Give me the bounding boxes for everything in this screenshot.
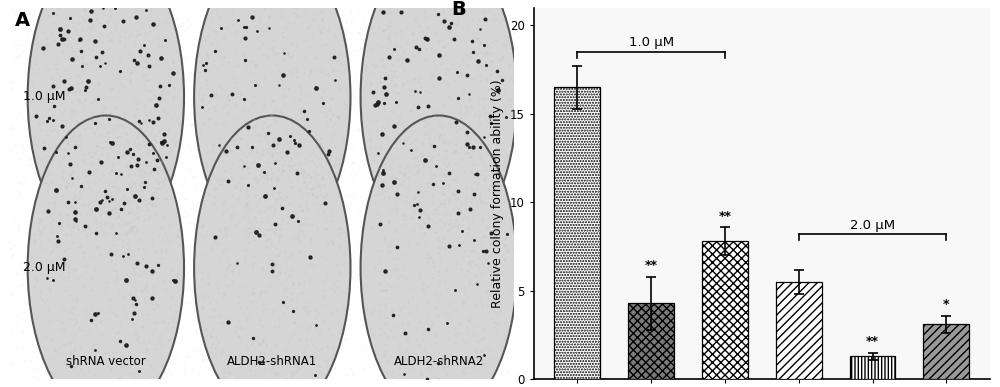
Y-axis label: Relative colony formation ability (%): Relative colony formation ability (%) [491,79,504,308]
Bar [702,241,748,379]
Bar [923,324,969,379]
Ellipse shape [361,115,517,387]
Text: ALDH2-shRNA1: ALDH2-shRNA1 [227,355,317,368]
Text: *: * [943,298,950,311]
Ellipse shape [28,115,184,387]
Bar [628,303,674,379]
Text: 2.0 μM: 2.0 μM [850,219,895,231]
Text: 2.0 μM: 2.0 μM [23,261,65,274]
Text: shRNA vector: shRNA vector [66,355,146,368]
Ellipse shape [28,0,184,249]
Text: ALDH2-shRNA2: ALDH2-shRNA2 [394,355,484,368]
Ellipse shape [361,0,517,249]
Text: B: B [451,0,466,19]
Bar [554,87,600,379]
Text: 1.0 μM: 1.0 μM [629,36,674,49]
Text: **: ** [645,259,658,272]
Text: **: ** [718,210,731,223]
Ellipse shape [194,115,350,387]
Text: **: ** [866,335,879,348]
Text: A: A [15,12,30,31]
Bar [776,282,822,379]
Text: 1.0 μM: 1.0 μM [23,91,65,103]
Ellipse shape [194,0,350,249]
Bar [850,356,895,379]
